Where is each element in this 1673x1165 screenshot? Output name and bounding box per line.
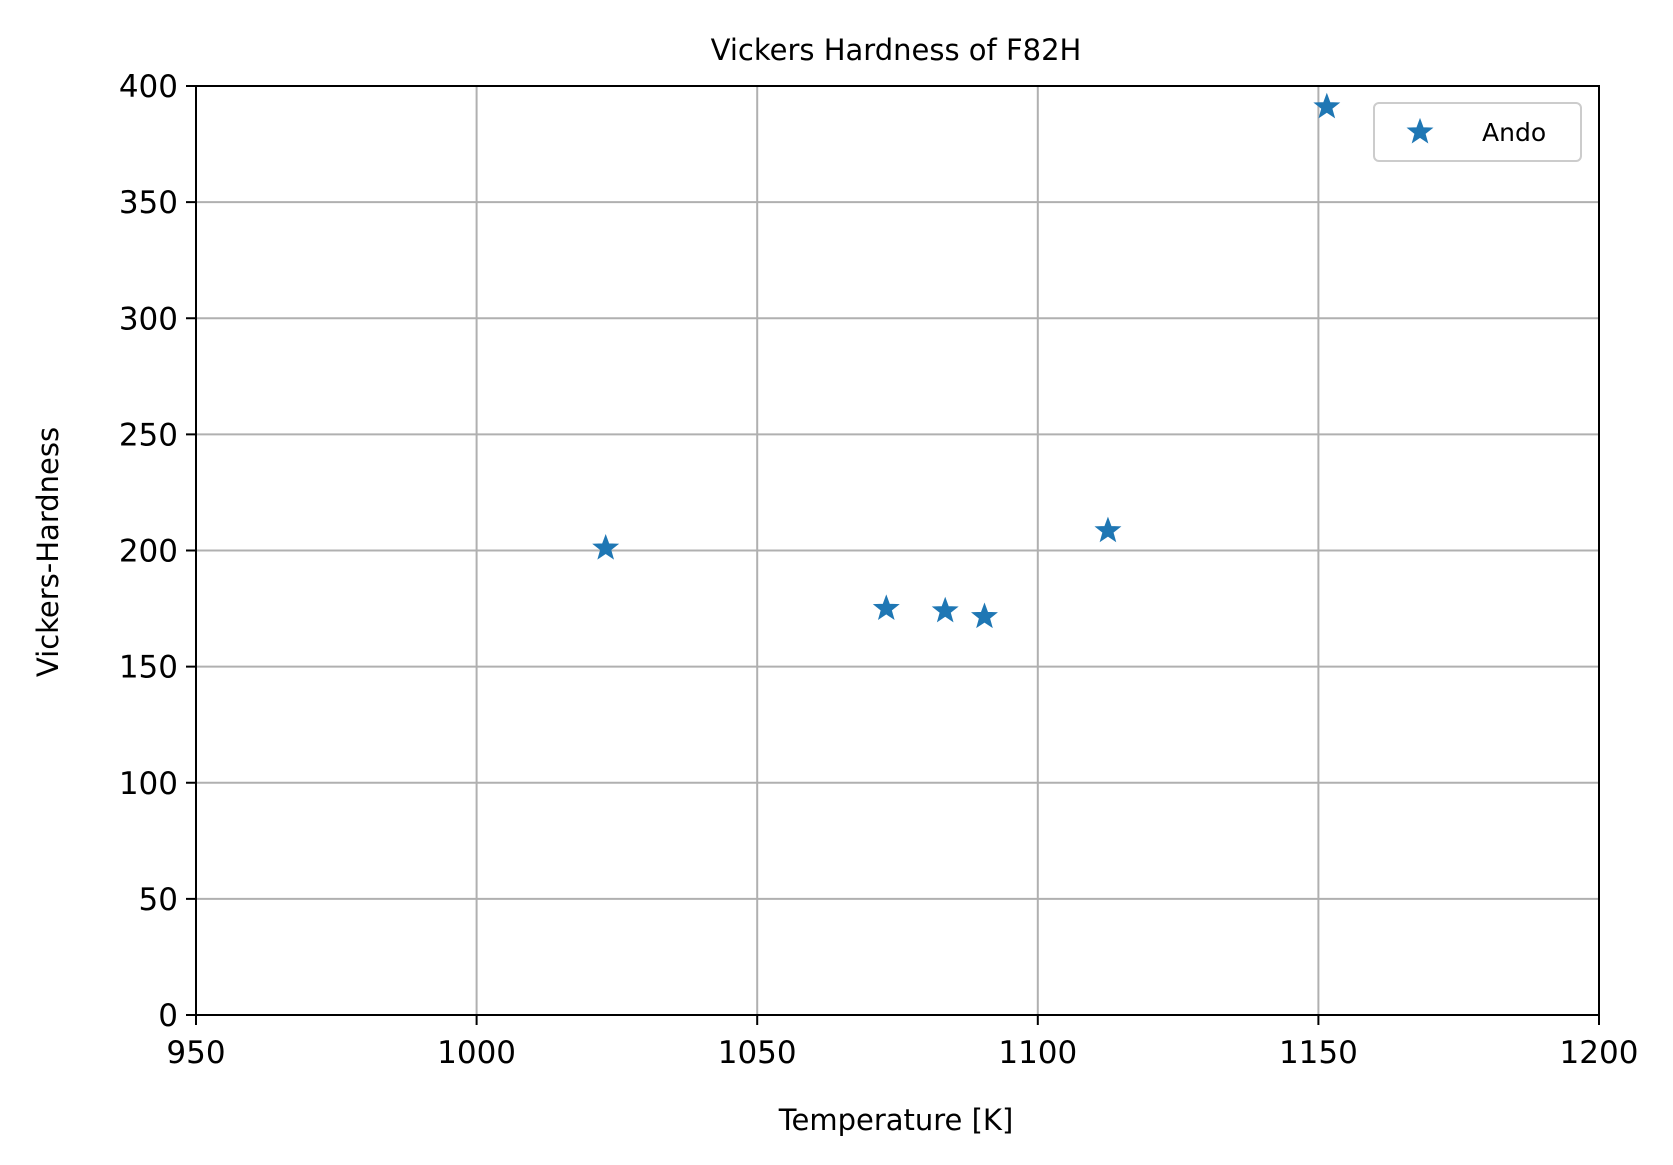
- y-tick-label: 350: [119, 185, 178, 221]
- legend-star-marker: [1406, 117, 1434, 144]
- axis-ticks: 950 1000 1050 1100 1150 1200 0 50 100 150 200 250 30…: [119, 69, 1639, 1071]
- x-tick-label: 950: [166, 1035, 225, 1071]
- data-point-star: [592, 534, 620, 560]
- legend-box: [1373, 102, 1582, 162]
- legend: Ando: [1373, 102, 1582, 162]
- x-tick-label: 1200: [1560, 1035, 1639, 1071]
- y-axis-label: Vickers-Hardness: [31, 427, 65, 677]
- data-point-star: [1094, 516, 1122, 543]
- legend-marker-icon: [1406, 117, 1434, 144]
- y-tick-label: 400: [119, 69, 178, 105]
- data-points: [592, 92, 1341, 629]
- x-axis-label: Temperature [K]: [778, 1103, 1014, 1137]
- legend-label: Ando: [1482, 118, 1546, 147]
- data-point-star: [872, 594, 900, 621]
- y-tick-label: 100: [119, 766, 178, 802]
- chart-title: Vickers Hardness of F82H: [711, 33, 1082, 67]
- data-point-star: [931, 596, 959, 623]
- x-tick-label: 1150: [1279, 1035, 1358, 1071]
- x-tick-label: 1050: [718, 1035, 797, 1071]
- x-tick-label: 1000: [437, 1035, 516, 1071]
- x-tick-label: 1100: [998, 1035, 1077, 1071]
- data-point-star: [971, 602, 998, 629]
- y-tick-label: 250: [119, 417, 178, 453]
- y-tick-label: 50: [139, 882, 178, 918]
- y-tick-label: 0: [158, 998, 178, 1034]
- y-tick-label: 150: [119, 650, 178, 686]
- y-tick-label: 200: [119, 534, 178, 570]
- data-point-star: [1313, 92, 1341, 119]
- y-tick-label: 300: [119, 301, 178, 337]
